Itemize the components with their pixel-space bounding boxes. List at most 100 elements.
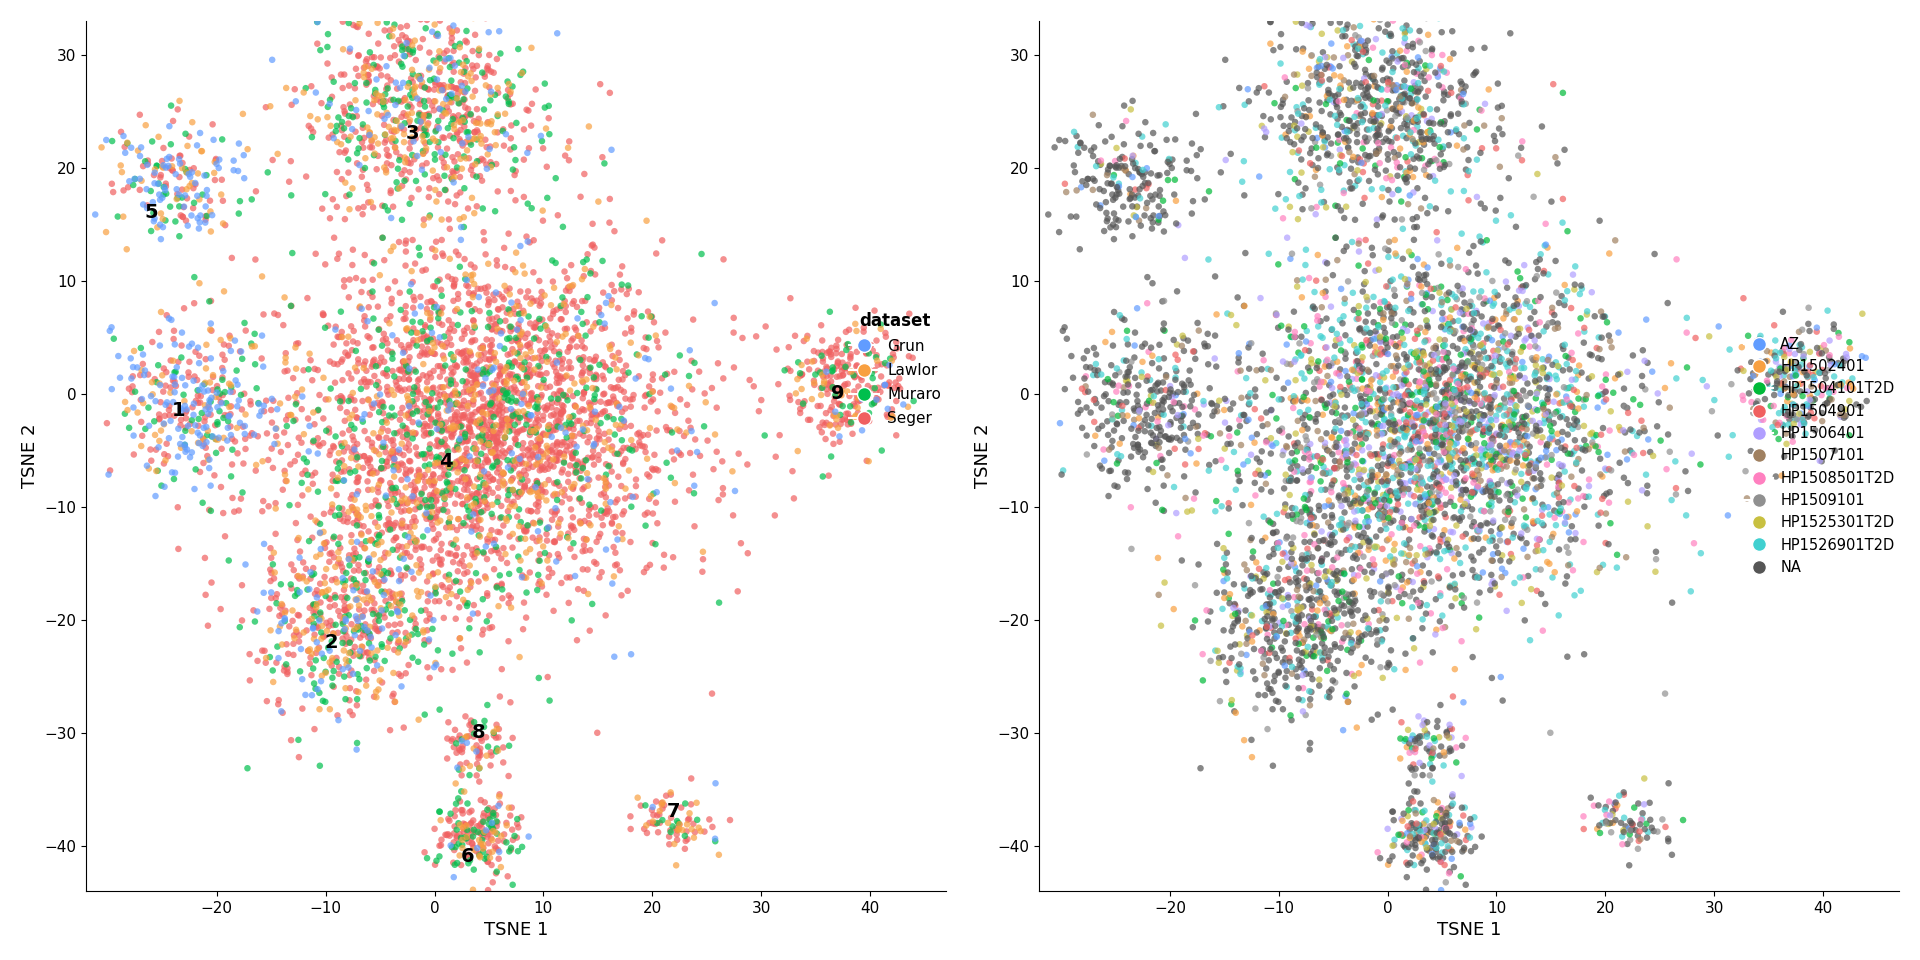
- Point: [457, 334, 488, 349]
- Point: [1390, 367, 1421, 382]
- Point: [1334, 332, 1365, 348]
- Point: [1258, 702, 1288, 717]
- Point: [1515, 633, 1546, 648]
- Point: [1482, 318, 1513, 333]
- Point: [1298, 374, 1329, 390]
- Point: [334, 97, 365, 112]
- Point: [1415, 123, 1446, 138]
- Point: [424, 593, 455, 609]
- Point: [434, 21, 465, 36]
- Point: [1555, 396, 1586, 412]
- Point: [1325, 640, 1356, 656]
- Point: [1064, 242, 1094, 257]
- Point: [1142, 550, 1173, 565]
- Point: [1400, 489, 1430, 504]
- Point: [1329, 243, 1359, 258]
- Point: [549, 488, 580, 503]
- Point: [409, 331, 440, 347]
- Point: [1478, 296, 1509, 311]
- Point: [182, 188, 213, 204]
- Point: [1162, 352, 1192, 368]
- Point: [298, 405, 328, 420]
- Point: [109, 145, 140, 160]
- Point: [461, 441, 492, 456]
- Point: [403, 472, 434, 488]
- Point: [536, 340, 566, 355]
- Point: [1388, 420, 1419, 436]
- Point: [1354, 131, 1384, 146]
- Point: [342, 592, 372, 608]
- Point: [1317, 508, 1348, 523]
- Point: [1388, 397, 1419, 413]
- Point: [870, 355, 900, 371]
- Point: [445, 122, 476, 137]
- Point: [1609, 787, 1640, 803]
- Point: [1348, 503, 1379, 518]
- Point: [1306, 74, 1336, 89]
- Point: [612, 365, 643, 380]
- Point: [1356, 372, 1386, 388]
- Point: [424, 43, 455, 59]
- Point: [351, 54, 382, 69]
- Point: [173, 218, 204, 233]
- Point: [1367, 474, 1398, 490]
- Point: [1453, 330, 1484, 346]
- Point: [1254, 583, 1284, 598]
- Point: [434, 460, 465, 475]
- Point: [436, 26, 467, 41]
- Point: [1396, 732, 1427, 747]
- Point: [1434, 430, 1465, 445]
- Point: [455, 257, 486, 273]
- Point: [490, 341, 520, 356]
- Point: [328, 473, 359, 489]
- Point: [1404, 100, 1434, 115]
- Point: [516, 420, 547, 435]
- Point: [1133, 270, 1164, 285]
- Point: [580, 392, 611, 407]
- Point: [1377, 369, 1407, 384]
- Point: [1548, 363, 1578, 378]
- Point: [678, 382, 708, 397]
- Point: [551, 299, 582, 314]
- Point: [1396, 564, 1427, 579]
- Point: [445, 451, 476, 467]
- Point: [357, 482, 388, 497]
- Point: [509, 447, 540, 463]
- Point: [1306, 524, 1336, 540]
- Point: [357, 96, 388, 111]
- Point: [1250, 476, 1281, 492]
- Point: [1117, 93, 1148, 108]
- Point: [1158, 152, 1188, 167]
- Point: [442, 456, 472, 471]
- Point: [1369, 425, 1400, 441]
- Point: [1377, 434, 1407, 449]
- Point: [495, 590, 526, 606]
- Point: [536, 298, 566, 313]
- Point: [422, 274, 453, 289]
- Point: [357, 50, 388, 65]
- Point: [250, 643, 280, 659]
- Point: [369, 354, 399, 370]
- Point: [1379, 837, 1409, 852]
- Point: [1432, 391, 1463, 406]
- Point: [303, 438, 334, 453]
- Point: [1369, 332, 1400, 348]
- Point: [1367, 60, 1398, 76]
- Point: [1357, 93, 1388, 108]
- Point: [386, 488, 417, 503]
- Point: [657, 399, 687, 415]
- Point: [607, 411, 637, 426]
- Point: [217, 491, 248, 506]
- Point: [1407, 490, 1438, 505]
- Point: [436, 172, 467, 187]
- Point: [588, 285, 618, 300]
- Point: [670, 841, 701, 856]
- Point: [1198, 408, 1229, 423]
- Point: [252, 693, 282, 708]
- Point: [1338, 285, 1369, 300]
- Point: [589, 435, 620, 450]
- Point: [601, 349, 632, 365]
- Point: [1488, 298, 1519, 313]
- Point: [1438, 0, 1469, 14]
- Point: [113, 174, 144, 189]
